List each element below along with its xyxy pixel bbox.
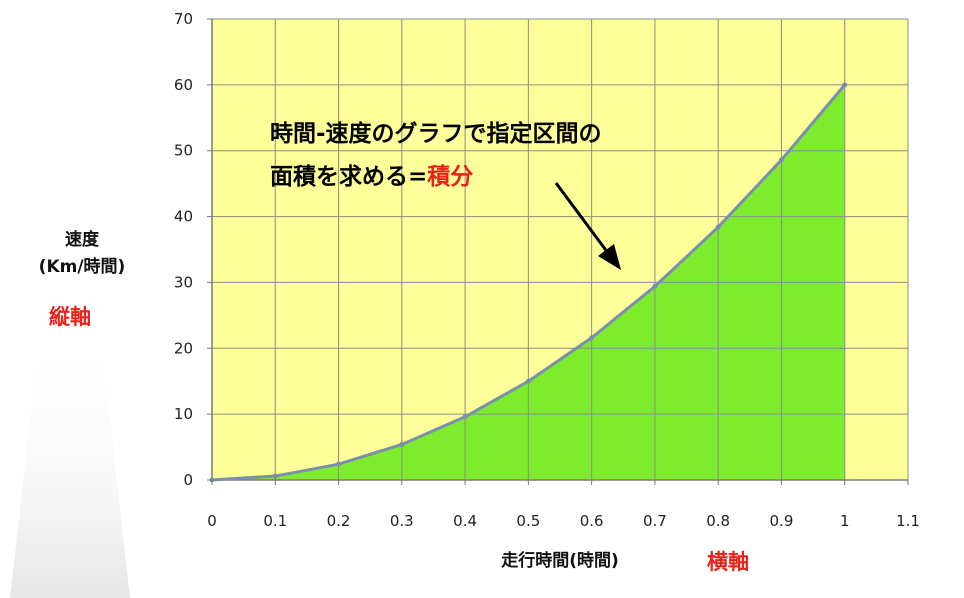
data-point — [462, 414, 468, 420]
annotation-highlight: 積分 — [427, 164, 473, 190]
y-tick-label: 60 — [174, 76, 193, 94]
y-tick-label: 20 — [174, 339, 193, 357]
x-tick-label: 1 — [840, 512, 850, 530]
x-tick-label: 0.8 — [706, 512, 730, 530]
data-point — [778, 157, 784, 163]
data-point — [715, 224, 721, 230]
area-fill — [212, 84, 845, 480]
y-tick-label: 30 — [174, 273, 193, 291]
annotation-arrow — [554, 182, 621, 270]
y-tick-label: 10 — [174, 405, 193, 423]
y-tick-label: 40 — [174, 208, 193, 226]
y-axis-title-line1: 速度 — [65, 229, 100, 250]
x-tick-label: 0 — [207, 512, 217, 530]
x-tick-label: 0.6 — [580, 512, 604, 530]
y-axis-ticks: 0 10 20 30 40 50 60 70 — [174, 10, 212, 489]
x-tick-label: 1.1 — [896, 512, 920, 530]
x-axis-name: 横軸 — [707, 550, 749, 574]
x-tick-label: 0.4 — [453, 512, 477, 530]
data-point — [272, 473, 278, 479]
y-tick-label: 70 — [174, 10, 193, 28]
left-decoration — [10, 330, 130, 598]
gridlines — [211, 18, 909, 481]
data-points — [209, 82, 848, 483]
data-point — [525, 378, 531, 384]
x-tick-label: 0.3 — [390, 512, 414, 530]
data-point — [336, 461, 342, 467]
y-axis-name: 縦軸 — [49, 305, 91, 329]
x-axis-ticks: 0 0.1 0.2 0.3 0.4 0.5 0.6 0.7 0.8 0.9 1 1.1 — [207, 480, 920, 530]
y-axis-title-line2: (Km/時間) — [39, 256, 126, 277]
data-point — [399, 441, 405, 447]
y-tick-label: 0 — [183, 471, 193, 489]
x-tick-label: 0.7 — [643, 512, 667, 530]
y-tick-label: 50 — [174, 142, 193, 160]
x-tick-label: 0.1 — [263, 512, 287, 530]
data-point — [652, 283, 658, 289]
x-tick-label: 0.2 — [327, 512, 351, 530]
x-tick-label: 0.5 — [516, 512, 540, 530]
plot-area — [209, 18, 909, 483]
x-axis-title: 走行時間(時間) — [501, 550, 619, 571]
annotation-line2-text: 面積を求める= — [270, 164, 427, 190]
annotation-line2: 面積を求める=積分 — [270, 164, 473, 190]
annotation-line1: 時間-速度のグラフで指定区間の — [270, 120, 602, 147]
data-point — [842, 82, 848, 88]
x-tick-label: 0.9 — [770, 512, 794, 530]
data-point — [589, 335, 595, 341]
